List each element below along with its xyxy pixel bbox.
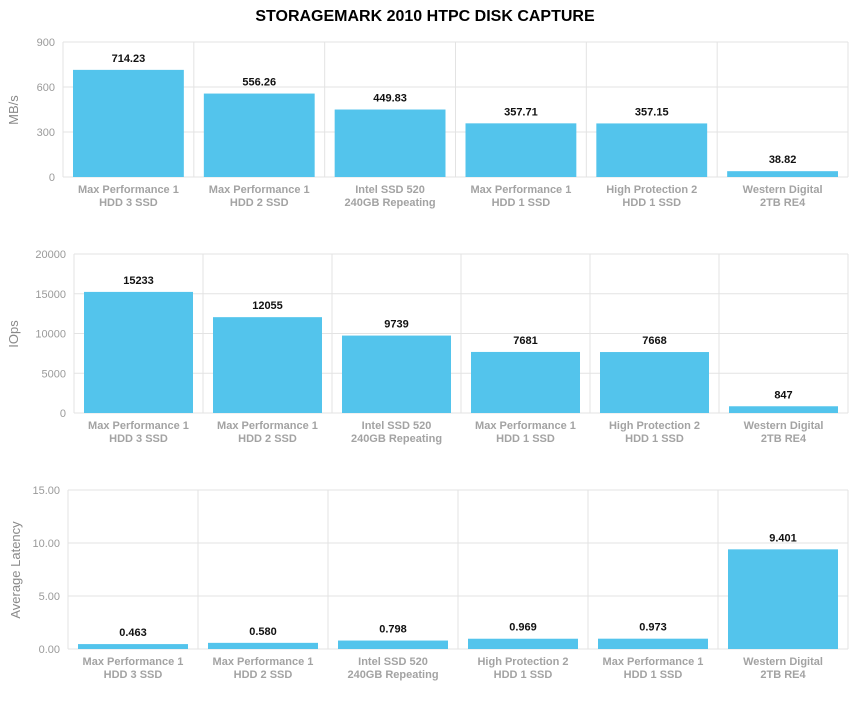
x-tick-label: Max Performance 1 — [213, 656, 314, 668]
y-tick-label: 0 — [49, 172, 55, 184]
x-tick-label: Max Performance 1 — [88, 420, 189, 432]
x-tick-label: HDD 1 SSD — [625, 433, 684, 445]
x-tick-label: Intel SSD 520 — [355, 184, 425, 196]
y-tick-label: 10000 — [35, 329, 66, 341]
x-tick-label: High Protection 2 — [606, 184, 697, 196]
chart-title: STORAGEMARK 2010 HTPC DISK CAPTURE — [255, 8, 595, 25]
data-label: 714.23 — [112, 53, 146, 65]
x-tick-label: Intel SSD 520 — [362, 420, 432, 432]
x-tick-label: HDD 3 SSD — [109, 433, 168, 445]
data-label: 0.973 — [639, 622, 667, 634]
x-tick-label: HDD 1 SSD — [622, 197, 681, 209]
bar — [203, 93, 315, 177]
x-tick-label: Max Performance 1 — [603, 656, 704, 668]
bar — [598, 638, 708, 649]
x-tick-label: HDD 2 SSD — [238, 433, 297, 445]
data-label: 38.82 — [769, 154, 797, 166]
x-tick-label: HDD 1 SSD — [496, 433, 555, 445]
data-label: 15233 — [123, 275, 154, 287]
bar — [465, 123, 577, 177]
data-label: 449.83 — [373, 93, 407, 105]
data-label: 556.26 — [242, 77, 276, 89]
x-tick-label: 2TB RE4 — [760, 669, 806, 681]
x-tick-label: 2TB RE4 — [760, 197, 806, 209]
x-tick-label: HDD 3 SSD — [99, 197, 158, 209]
bar — [468, 638, 578, 649]
x-tick-label: Max Performance 1 — [78, 184, 179, 196]
bar — [600, 352, 709, 413]
y-tick-label: 15.00 — [32, 485, 60, 497]
y-axis-label: Average Latency — [8, 521, 23, 619]
data-label: 357.71 — [504, 106, 538, 118]
bar — [338, 640, 448, 649]
x-tick-label: HDD 2 SSD — [234, 669, 293, 681]
x-tick-label: Max Performance 1 — [217, 420, 318, 432]
bar — [596, 123, 708, 177]
bar — [729, 406, 838, 413]
x-tick-label: HDD 2 SSD — [230, 197, 289, 209]
bar — [728, 549, 838, 649]
x-tick-label: Max Performance 1 — [83, 656, 184, 668]
data-label: 12055 — [252, 300, 283, 312]
y-tick-label: 300 — [37, 127, 55, 139]
x-tick-label: Max Performance 1 — [470, 184, 571, 196]
bar — [471, 351, 580, 413]
y-tick-label: 900 — [37, 37, 55, 49]
x-tick-label: Max Performance 1 — [475, 420, 576, 432]
y-tick-label: 600 — [37, 82, 55, 94]
x-tick-label: High Protection 2 — [609, 420, 700, 432]
y-tick-label: 15000 — [35, 289, 66, 301]
x-tick-label: HDD 1 SSD — [494, 669, 553, 681]
data-label: 9.401 — [769, 532, 797, 544]
bar — [78, 644, 188, 649]
data-label: 7681 — [513, 335, 537, 347]
x-tick-label: HDD 1 SSD — [624, 669, 683, 681]
data-label: 357.15 — [635, 106, 669, 118]
bar — [342, 335, 451, 413]
x-tick-label: Western Digital — [743, 184, 823, 196]
x-tick-label: 240GB Repeating — [345, 197, 436, 209]
y-tick-label: 0 — [60, 408, 66, 420]
x-tick-label: HDD 1 SSD — [492, 197, 551, 209]
data-label: 0.969 — [509, 622, 537, 634]
bar — [84, 291, 193, 413]
bar — [727, 171, 838, 177]
y-tick-label: 5000 — [42, 368, 66, 380]
x-tick-label: Max Performance 1 — [209, 184, 310, 196]
chart-3: 0.00 5.00 10.00 15.00 Average Latency 0.463 Ma… — [8, 485, 849, 681]
x-tick-label: 240GB Repeating — [351, 433, 442, 445]
bar — [73, 69, 184, 177]
y-tick-label: 5.00 — [39, 591, 60, 603]
y-axis-label: MB/s — [6, 95, 21, 125]
bar — [213, 317, 322, 413]
data-label: 7668 — [642, 335, 666, 347]
bar — [208, 642, 318, 649]
x-tick-label: 240GB Repeating — [347, 669, 438, 681]
x-tick-label: HDD 3 SSD — [104, 669, 163, 681]
y-tick-label: 10.00 — [32, 538, 60, 550]
data-label: 0.580 — [249, 626, 277, 638]
x-tick-label: High Protection 2 — [477, 656, 568, 668]
x-tick-label: Western Digital — [743, 656, 823, 668]
x-tick-label: Western Digital — [744, 420, 824, 432]
x-tick-label: Intel SSD 520 — [358, 656, 428, 668]
y-axis-label: IOps — [6, 320, 21, 348]
bar — [334, 109, 446, 177]
data-label: 9739 — [384, 319, 408, 331]
data-label: 0.463 — [119, 627, 147, 639]
data-label: 847 — [774, 389, 792, 401]
y-tick-label: 20000 — [35, 249, 66, 261]
chart-2: 0 5000 10000 15000 20000 IOps 15233 Max Perform… — [6, 249, 849, 445]
data-label: 0.798 — [379, 624, 407, 636]
x-tick-label: 2TB RE4 — [761, 433, 807, 445]
y-tick-label: 0.00 — [39, 644, 60, 656]
